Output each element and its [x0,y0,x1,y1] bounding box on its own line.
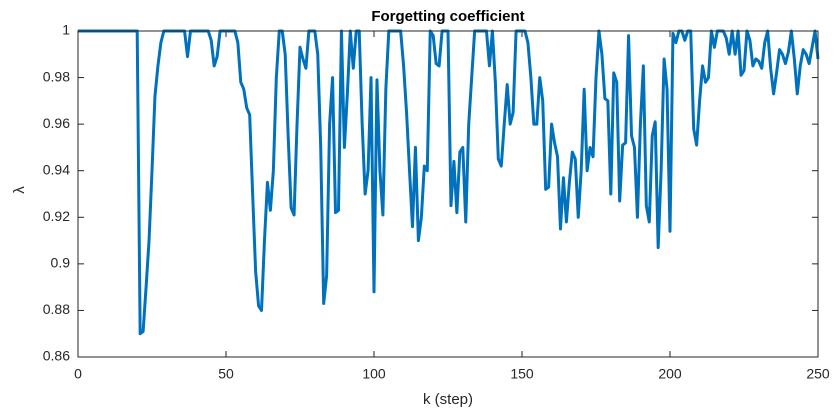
x-tick-label: 150 [510,366,534,382]
x-tick-label: 50 [218,366,234,382]
y-tick-label: 1 [62,22,70,38]
y-tick-label: 0.92 [43,208,70,224]
x-tick-label: 200 [658,366,682,382]
y-tick-label: 0.88 [43,301,70,317]
x-tick-label: 0 [74,366,82,382]
chart-title: Forgetting coefficient [371,8,524,25]
plot-frame [77,30,819,358]
x-axis-label: k (step) [423,391,473,408]
data-line [78,29,820,336]
y-axis-label: λ [11,186,28,194]
y-tick-label: 0.86 [43,348,70,364]
x-tick-label: 100 [362,366,386,382]
y-tick-label: 0.94 [43,161,70,177]
y-tick-label: 0.98 [43,68,70,84]
y-tick-label: 0.9 [51,255,71,271]
x-tick-label: 250 [806,366,830,382]
y-tick-label: 0.96 [43,115,70,131]
